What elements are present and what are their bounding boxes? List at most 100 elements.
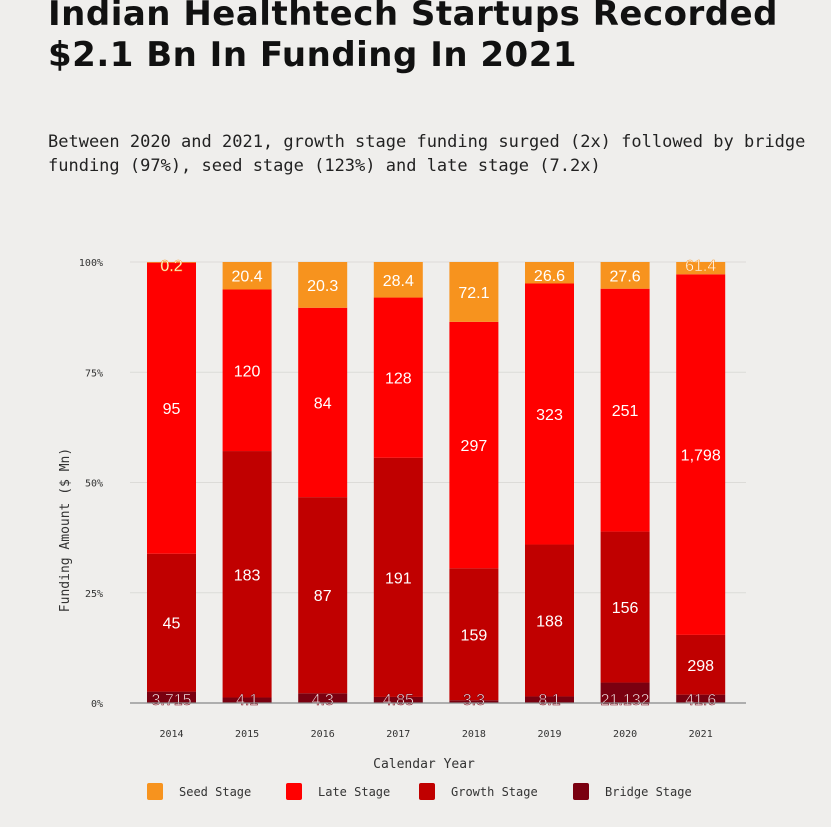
bar-segment-bridge-stage bbox=[676, 694, 726, 703]
data-label: 128 bbox=[385, 371, 412, 388]
legend-item-growth-stage: Growth Stage bbox=[419, 783, 538, 800]
bar-segment-seed-stage bbox=[147, 262, 196, 263]
data-label: 61.4 bbox=[685, 258, 716, 275]
data-label: 159 bbox=[461, 627, 488, 644]
bar-segment-growth-stage bbox=[147, 553, 196, 692]
bar-2016: 4.3 87 84 20.3 bbox=[298, 262, 348, 709]
data-label: 20.4 bbox=[232, 269, 263, 286]
data-label: 120 bbox=[234, 363, 261, 380]
bar-segment-bridge-stage bbox=[147, 691, 196, 703]
bar-2017: 4.85 191 128 28.4 bbox=[373, 262, 423, 709]
data-label: 191 bbox=[385, 570, 412, 587]
data-label: 298 bbox=[687, 658, 714, 675]
bar-segment-growth-stage bbox=[525, 544, 574, 697]
bar-segment-seed-stage bbox=[222, 262, 272, 290]
x-tick-label: 2015 bbox=[235, 729, 259, 740]
x-tick-label: 2016 bbox=[311, 729, 335, 740]
bar-segment-bridge-stage bbox=[449, 700, 499, 703]
data-label: 3.3 bbox=[463, 692, 485, 709]
data-label: 41.6 bbox=[685, 692, 716, 709]
bar-2015: 4.1 183 120 20.4 bbox=[222, 262, 272, 709]
y-axis-label: Funding Amount ($ Mn) bbox=[58, 448, 73, 612]
data-label: 21.132 bbox=[601, 692, 650, 709]
chart-title: Indian Healthtech Startups Recorded $2.1… bbox=[48, 0, 778, 75]
legend-label: Late Stage bbox=[318, 785, 390, 799]
x-axis-ticks: 2014 2015 2016 2017 2018 2019 2020 2021 bbox=[159, 729, 712, 740]
bar-segment-seed-stage bbox=[525, 262, 574, 284]
bars: 3.715 45 95 0.2 4.1 183 120 20.4 4.3 87 84 20.3 4.85… bbox=[147, 258, 726, 709]
legend-swatch bbox=[286, 783, 302, 800]
legend-label: Growth Stage bbox=[451, 785, 538, 799]
bar-2018: 3.3 159 297 72.1 bbox=[449, 262, 499, 709]
data-label: 1,798 bbox=[681, 448, 721, 465]
data-label: 28.4 bbox=[383, 273, 414, 290]
bar-segment-growth-stage bbox=[449, 568, 499, 701]
bar-segment-bridge-stage bbox=[222, 697, 272, 703]
legend-label: Bridge Stage bbox=[605, 785, 692, 799]
x-tick-label: 2021 bbox=[689, 729, 713, 740]
data-label: 45 bbox=[163, 616, 181, 633]
data-label: 297 bbox=[461, 438, 488, 455]
y-tick-label: 50% bbox=[85, 479, 103, 490]
data-label: 4.3 bbox=[312, 692, 334, 709]
chart-subtitle: Between 2020 and 2021, growth stage fund… bbox=[48, 132, 806, 176]
y-tick-label: 25% bbox=[85, 589, 103, 600]
x-axis-label: Calendar Year bbox=[373, 757, 475, 772]
legend-swatch bbox=[147, 783, 163, 800]
x-tick-label: 2019 bbox=[537, 729, 561, 740]
bar-segment-bridge-stage bbox=[600, 682, 650, 703]
legend-label: Seed Stage bbox=[179, 785, 251, 799]
data-label: 188 bbox=[536, 613, 563, 630]
legend-item-seed-stage: Seed Stage bbox=[147, 783, 251, 800]
bar-segment-late-stage bbox=[373, 297, 423, 458]
data-label: 8.1 bbox=[538, 692, 560, 709]
bar-segment-seed-stage bbox=[600, 262, 650, 289]
data-label: 84 bbox=[314, 395, 332, 412]
data-label: 4.1 bbox=[236, 692, 258, 709]
bar-segment-late-stage bbox=[600, 288, 650, 532]
bar-segment-late-stage bbox=[222, 289, 272, 452]
x-tick-label: 2014 bbox=[159, 729, 183, 740]
bar-segment-growth-stage bbox=[676, 634, 726, 695]
bar-2020: 21.132 156 251 27.6 bbox=[600, 262, 650, 709]
bar-segment-seed-stage bbox=[298, 262, 348, 308]
bar-segment-late-stage bbox=[449, 321, 499, 569]
bar-segment-growth-stage bbox=[298, 497, 348, 694]
data-label: 3.715 bbox=[151, 692, 191, 709]
legend-item-late-stage: Late Stage bbox=[286, 783, 390, 800]
bar-segment-seed-stage bbox=[373, 262, 423, 298]
bar-2021: 41.6 298 1,798 61.4 bbox=[676, 258, 726, 709]
data-label: 95 bbox=[163, 401, 181, 418]
data-label: 323 bbox=[536, 407, 563, 424]
x-tick-label: 2020 bbox=[613, 729, 637, 740]
data-label: 72.1 bbox=[458, 285, 489, 302]
x-tick-label: 2017 bbox=[386, 729, 410, 740]
bar-segment-growth-stage bbox=[373, 457, 423, 697]
bar-segment-late-stage bbox=[147, 262, 196, 554]
bar-segment-bridge-stage bbox=[525, 696, 574, 703]
data-label: 251 bbox=[612, 403, 639, 420]
y-axis-ticks: 0% 25% 50% 75% 100% bbox=[79, 258, 103, 710]
legend-swatch bbox=[573, 783, 589, 800]
bar-segment-growth-stage bbox=[222, 451, 272, 698]
bar-segment-late-stage bbox=[676, 274, 726, 635]
bar-segment-late-stage bbox=[298, 307, 348, 498]
data-label: 27.6 bbox=[610, 268, 641, 285]
gridlines bbox=[130, 261, 746, 594]
bar-segment-bridge-stage bbox=[373, 696, 423, 703]
data-label: 26.6 bbox=[534, 268, 565, 285]
bar-segment-seed-stage bbox=[449, 262, 499, 322]
data-label: 4.85 bbox=[383, 692, 414, 709]
legend-swatch bbox=[419, 783, 435, 800]
bar-segment-late-stage bbox=[525, 283, 574, 545]
bar-segment-seed-stage bbox=[676, 262, 726, 275]
data-label: 183 bbox=[234, 567, 261, 584]
y-tick-label: 100% bbox=[79, 258, 103, 269]
bar-2014: 3.715 45 95 0.2 bbox=[147, 258, 196, 709]
bar-segment-bridge-stage bbox=[298, 693, 348, 703]
y-tick-label: 75% bbox=[85, 368, 103, 379]
legend: Seed Stage Late Stage Growth Stage Bridge S… bbox=[147, 783, 692, 800]
x-tick-label: 2018 bbox=[462, 729, 486, 740]
data-label: 20.3 bbox=[307, 278, 338, 295]
data-label: 87 bbox=[314, 588, 332, 605]
